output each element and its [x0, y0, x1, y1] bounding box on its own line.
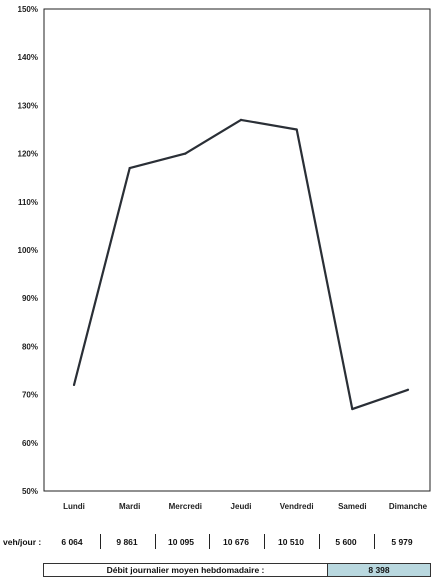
x-tick-label: Vendredi [280, 502, 314, 511]
column-separator [209, 534, 210, 549]
y-tick-label: 140% [18, 53, 38, 62]
vehicles-per-day-row: veh/jour : 6 064 9 861 10 095 10 676 10 … [0, 533, 433, 551]
weekly-average-summary: Débit journalier moyen hebdomadaire : 8 … [43, 563, 431, 577]
weekly-average-value: 8 398 [328, 564, 430, 576]
y-tick-label: 150% [18, 5, 38, 14]
data-point [128, 166, 131, 170]
vehicles-value-mercredi: 10 095 [168, 537, 194, 547]
x-tick-label: Jeudi [231, 502, 252, 511]
y-tick-label: 80% [22, 342, 38, 351]
vehicles-per-day-label: veh/jour : [3, 537, 42, 547]
vehicles-value-lundi: 6 064 [61, 537, 83, 547]
column-separator [100, 534, 101, 549]
vehicles-value-mardi: 9 861 [116, 537, 138, 547]
column-separator [264, 534, 265, 549]
x-tick-label: Samedi [338, 502, 366, 511]
data-point [184, 152, 187, 155]
data-point [72, 383, 76, 387]
y-tick-label: 100% [18, 246, 38, 255]
y-axis-ticks: 150% 140% 130% 120% 110% 100% 90% 80% 70% 60% 50% [18, 5, 38, 496]
x-tick-label: Dimanche [389, 502, 428, 511]
y-tick-label: 120% [18, 150, 38, 159]
column-separator [319, 534, 320, 549]
data-point [351, 407, 354, 411]
y-tick-label: 50% [22, 487, 38, 496]
data-point [406, 388, 410, 391]
x-tick-label: Mercredi [169, 502, 202, 511]
column-separator [155, 534, 156, 549]
x-tick-label: Mardi [119, 502, 140, 511]
y-tick-label: 90% [22, 294, 38, 303]
weekly-average-label: Débit journalier moyen hebdomadaire : [44, 564, 328, 576]
vehicles-value-jeudi: 10 676 [223, 537, 249, 547]
y-tick-label: 60% [22, 439, 38, 448]
series-line [72, 118, 409, 411]
vehicles-value-dimanche: 5 979 [391, 537, 413, 547]
column-separator [374, 534, 375, 549]
x-tick-label: Lundi [63, 502, 85, 511]
y-tick-label: 110% [18, 198, 38, 207]
y-tick-label: 70% [22, 391, 38, 400]
x-axis-ticks: Lundi Mardi Mercredi Jeudi Vendredi Samedi Dim… [63, 502, 428, 511]
data-point [295, 128, 298, 131]
vehicles-value-samedi: 5 600 [335, 537, 357, 547]
data-point [239, 118, 243, 121]
y-tick-label: 130% [18, 101, 38, 110]
plot-frame [43, 8, 431, 492]
line-chart: 150%140%130%120%110%100%90%80%70%60%50% … [18, 5, 431, 511]
vehicles-value-vendredi: 10 510 [278, 537, 304, 547]
